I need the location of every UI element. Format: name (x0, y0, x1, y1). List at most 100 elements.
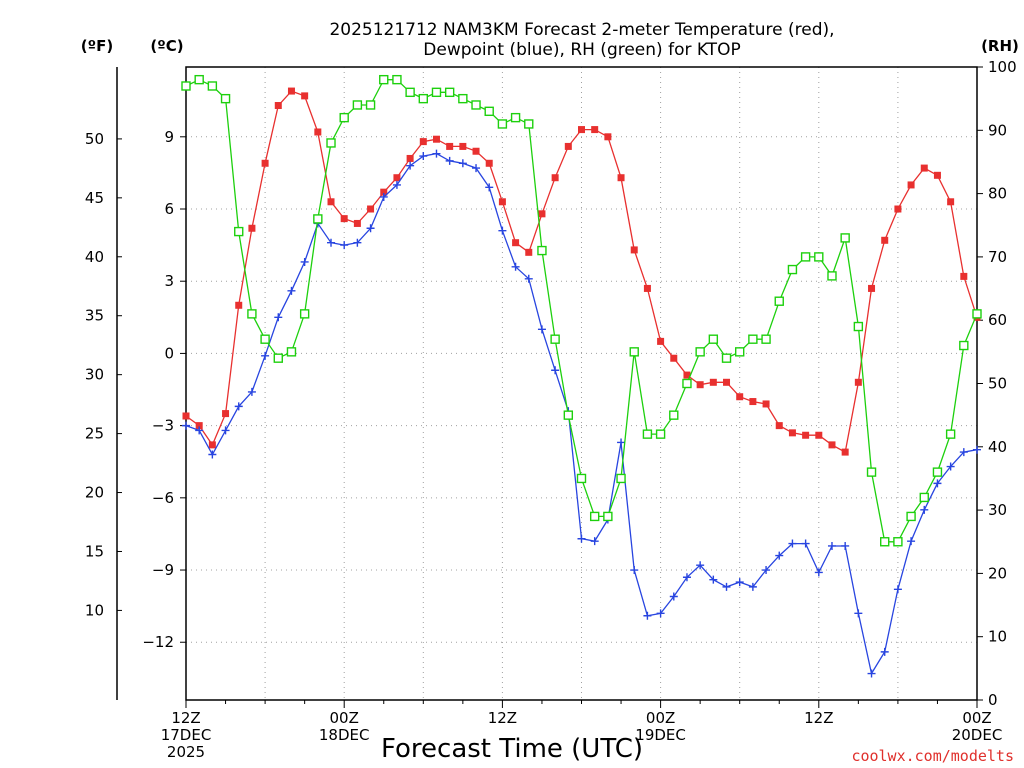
rh-point (642, 429, 653, 439)
rh-point (748, 334, 758, 344)
dewpoint-point (933, 479, 942, 488)
rh-point (418, 93, 428, 104)
grid-lines (186, 67, 977, 700)
rh-point (682, 378, 692, 389)
dewpoint-point (287, 286, 296, 295)
temperature-point (446, 142, 454, 150)
dewpoint-point (379, 192, 388, 201)
rh-tick-label: 100 (988, 58, 1017, 76)
temperature-point (380, 188, 388, 196)
rh-point (524, 119, 534, 129)
rh-point (603, 511, 613, 522)
rh-point (880, 537, 890, 547)
dewpoint-point (472, 164, 481, 173)
celsius-tick-label: 0 (164, 344, 174, 362)
temperature-point (749, 398, 757, 406)
temperature-point (617, 174, 625, 182)
rh-point (286, 347, 297, 357)
dewpoint-point (880, 647, 889, 656)
temperature-point (459, 142, 467, 150)
rh-point (339, 112, 349, 123)
dewpoint-point (643, 611, 652, 620)
temperature-point (578, 126, 585, 134)
x-tick-label: 2025 (167, 743, 205, 761)
temperature-point (314, 128, 322, 136)
dewpoint-point (182, 421, 190, 430)
dewpoint-point (735, 578, 744, 587)
dewpoint-point (920, 505, 929, 514)
temperature-point (723, 378, 731, 386)
celsius-unit-label: (ºC) (150, 37, 183, 55)
temperature-point (736, 393, 744, 401)
dewpoint-point (801, 539, 810, 548)
rh-point (510, 112, 521, 123)
rh-point (484, 106, 494, 117)
rh-point (458, 93, 468, 104)
dewpoint-point (458, 159, 467, 168)
rh-point (379, 74, 389, 85)
dewpoint-point (537, 325, 546, 334)
rh-point (471, 100, 481, 110)
dewpoint-point (208, 450, 217, 459)
rh-tick-label: 0 (988, 691, 998, 709)
dewpoint-point (669, 592, 678, 601)
dewpoint-point (419, 152, 428, 161)
rh-point (774, 296, 784, 306)
dewpoint-point (696, 561, 705, 570)
rh-point (945, 429, 956, 439)
rh-tick-label: 40 (988, 438, 1007, 456)
temperature-point (367, 205, 375, 213)
temperature-point (881, 236, 889, 244)
dewpoint-point (551, 366, 560, 375)
dewpoint-point (445, 156, 454, 165)
dewpoint-point (234, 402, 243, 411)
rh-point (181, 81, 191, 91)
rh-point (550, 334, 560, 344)
rh-point (906, 511, 916, 522)
rh-point (695, 347, 705, 357)
fahrenheit-tick-label: 30 (85, 366, 104, 384)
rh-point (431, 87, 442, 98)
dewpoint-line (185, 152, 978, 676)
temperature-point (907, 181, 915, 189)
temperature-point (868, 284, 876, 292)
dewpoint-point (973, 445, 981, 454)
celsius-tick-label: 9 (164, 128, 174, 146)
temperature-point (512, 239, 520, 247)
dewpoint-point (261, 351, 270, 360)
temperature-point (709, 378, 717, 386)
rh-point (313, 214, 323, 224)
temperature-point (327, 198, 335, 206)
fahrenheit-tick-label: 15 (85, 542, 104, 560)
dewpoint-point (195, 426, 204, 435)
rh-point (840, 233, 850, 243)
rh-tick-label: 60 (988, 311, 1007, 329)
temperature-series (182, 87, 981, 456)
temperature-point (696, 381, 704, 389)
rh-point (669, 410, 679, 420)
dewpoint-point (709, 575, 718, 584)
temperature-point (657, 337, 665, 345)
temperature-point (854, 378, 862, 386)
temperature-point (235, 301, 243, 309)
rh-point (207, 81, 218, 91)
dewpoint-point (366, 224, 375, 233)
temperature-point (182, 412, 190, 420)
rh-point (352, 100, 363, 110)
rh-point (735, 347, 745, 357)
celsius-tick-label: −9 (152, 561, 174, 579)
dewpoint-point (406, 161, 415, 170)
temperature-point (248, 224, 256, 232)
temperature-point (485, 159, 493, 167)
temperature-point (301, 92, 309, 100)
dewpoint-point (814, 568, 823, 577)
dewpoint-point (221, 426, 230, 435)
dewpoint-point (247, 387, 256, 396)
temperature-point (894, 205, 902, 213)
rh-point (392, 74, 402, 85)
temperature-point (670, 354, 678, 362)
temperature-point (222, 410, 230, 418)
dewpoint-point (630, 566, 639, 575)
dewpoint-point (327, 238, 336, 247)
dewpoint-point (748, 582, 757, 591)
